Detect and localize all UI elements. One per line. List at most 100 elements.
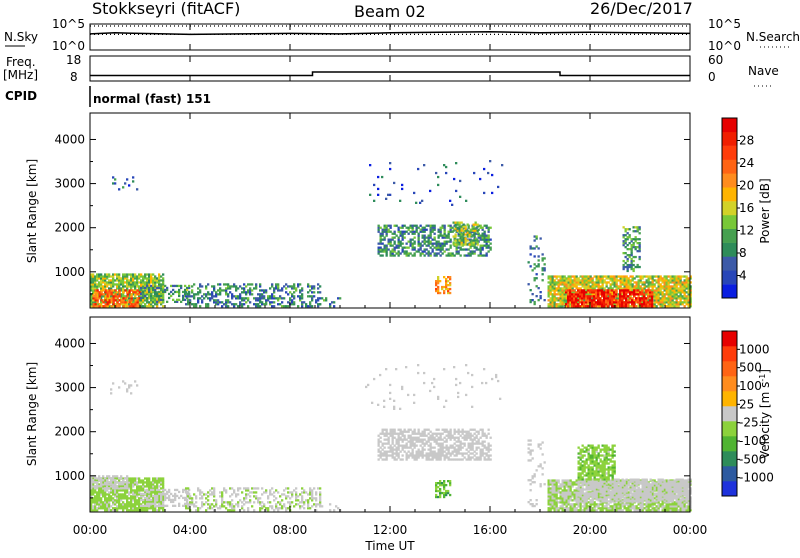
power-cell xyxy=(627,260,629,262)
power-cell xyxy=(444,231,446,233)
velocity-cell xyxy=(199,497,201,499)
velocity-cell xyxy=(128,503,130,505)
power-cell xyxy=(247,299,249,301)
nave-right-tick-top: 60 xyxy=(708,53,723,67)
power-cell xyxy=(211,285,213,287)
velocity-cell xyxy=(482,454,484,456)
power-cell xyxy=(106,273,108,275)
power-cell xyxy=(142,293,144,295)
power-cell xyxy=(574,279,576,281)
velocity-cell xyxy=(98,479,100,481)
velocity-cell xyxy=(488,443,490,445)
power-cell xyxy=(635,248,637,250)
velocity-cell xyxy=(106,509,108,511)
power-cell xyxy=(106,285,108,287)
velocity-cell xyxy=(474,451,476,453)
power-colorbar-swatch-3 xyxy=(722,243,737,257)
power-cell xyxy=(134,285,136,287)
power-cell xyxy=(463,237,465,239)
velocity-cell xyxy=(154,509,156,511)
velocity-cell xyxy=(293,505,295,507)
velocity-cell xyxy=(102,493,104,495)
velocity-cell xyxy=(205,509,207,511)
power-cell xyxy=(571,295,573,297)
power-cell xyxy=(483,168,485,170)
power-cell xyxy=(534,279,536,281)
power-cell xyxy=(160,299,162,301)
power-cell xyxy=(590,287,592,289)
velocity-cell xyxy=(120,489,122,491)
power-cell xyxy=(400,227,402,229)
power-cell xyxy=(369,164,371,166)
power-cell xyxy=(424,227,426,229)
power-cell xyxy=(148,273,150,275)
velocity-cell xyxy=(476,456,478,458)
velocity-cell xyxy=(187,503,189,505)
velocity-cell xyxy=(478,439,480,441)
power-cell xyxy=(585,291,587,293)
power-cell xyxy=(591,301,593,303)
power-cell xyxy=(668,297,670,299)
power-cell xyxy=(562,283,564,285)
power-cell xyxy=(603,301,605,303)
velocity-cell xyxy=(201,503,203,505)
velocity-cell xyxy=(303,491,305,493)
power-cell xyxy=(562,299,564,301)
velocity-cell xyxy=(384,447,386,449)
power-cell xyxy=(639,232,641,234)
velocity-cell xyxy=(420,433,422,435)
velocity-cell xyxy=(146,499,148,501)
velocity-cell xyxy=(126,479,128,481)
velocity-cell xyxy=(225,491,227,493)
power-cell xyxy=(435,284,437,286)
power-cell xyxy=(418,237,420,239)
velocity-cell xyxy=(130,501,132,503)
velocity-cell xyxy=(412,454,414,456)
power-cell xyxy=(660,285,662,287)
velocity-cell xyxy=(386,456,388,458)
power-cell xyxy=(156,301,158,303)
power-cell xyxy=(438,245,440,247)
power-cell xyxy=(459,239,461,241)
power-cell xyxy=(554,297,556,299)
power-cell xyxy=(621,299,623,301)
power-cell xyxy=(594,285,596,287)
power-cell xyxy=(227,299,229,301)
velocity-cell xyxy=(378,443,380,445)
power-cell xyxy=(449,288,451,290)
velocity-cell xyxy=(102,475,104,477)
power-cell xyxy=(115,299,117,301)
velocity-cell xyxy=(480,454,482,456)
power-cell xyxy=(229,291,231,293)
velocity-cell xyxy=(416,451,418,453)
velocity-cell xyxy=(221,491,223,493)
power-cell xyxy=(658,295,660,297)
velocity-cell xyxy=(271,487,273,489)
velocity-cell xyxy=(132,479,134,481)
velocity-cell xyxy=(319,503,321,505)
power-cell xyxy=(380,243,382,245)
power-cell xyxy=(135,299,137,301)
power-cell xyxy=(113,297,115,299)
velocity-cell xyxy=(488,454,490,456)
power-cell xyxy=(398,231,400,233)
velocity-cell xyxy=(480,429,482,431)
velocity-cell xyxy=(221,497,223,499)
velocity-cell xyxy=(148,491,150,493)
velocity-cell xyxy=(313,487,315,489)
power-cell xyxy=(542,257,544,259)
power-cell xyxy=(92,283,94,285)
velocity-cell xyxy=(197,509,199,511)
velocity-cell xyxy=(126,487,128,489)
power-cell xyxy=(257,297,259,299)
power-cell xyxy=(96,273,98,275)
velocity-cell xyxy=(426,441,428,443)
power-cell xyxy=(453,235,455,237)
velocity-cell xyxy=(142,493,144,495)
power-cell xyxy=(150,275,152,277)
power-cell xyxy=(191,295,193,297)
velocity-cell xyxy=(392,429,394,431)
power-cell xyxy=(140,293,142,295)
velocity-cell xyxy=(126,489,128,491)
power-cell xyxy=(438,235,440,237)
